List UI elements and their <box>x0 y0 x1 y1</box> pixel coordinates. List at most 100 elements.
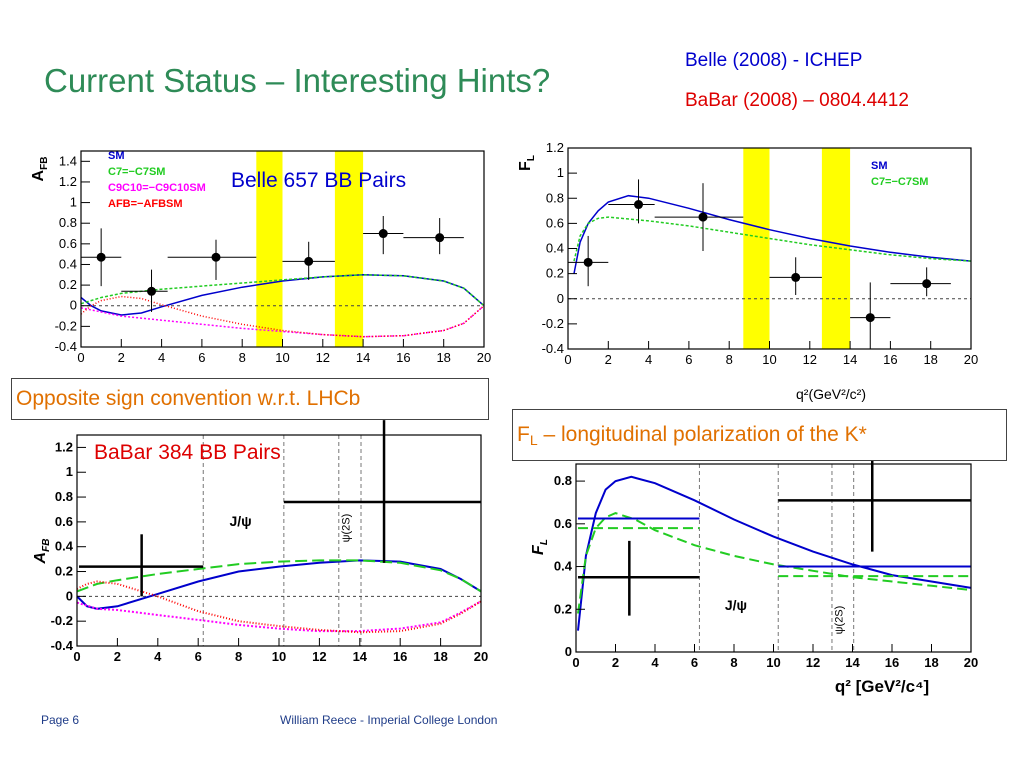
y-axis-label: FL <box>530 539 550 555</box>
belle-afb-panel: 0 2 4 6 8 10 12 14 16 18 20 -0.4 -0.2 0 0.2 0.4 0.6 0.8 1 1… <box>26 134 496 370</box>
y-tick-label: 0.2 <box>546 266 564 281</box>
babar-source: BaBar (2008) – 0804.4412 <box>685 90 909 111</box>
x-tick-label: 8 <box>239 350 246 365</box>
plot-frame <box>575 463 972 653</box>
x-tick-label: 10 <box>762 352 776 367</box>
y-tick-label: 0.6 <box>554 516 572 531</box>
x-tick-label: 4 <box>645 352 652 367</box>
y-axis-label: FL <box>517 155 537 171</box>
data-point <box>96 252 106 262</box>
theory-curve <box>577 512 972 614</box>
theory-curve <box>577 475 972 631</box>
x-tick-label: 14 <box>845 655 860 670</box>
x-tick-label: 8 <box>730 655 737 670</box>
legend-entry: C9C10=−C9C10SM <box>108 182 206 194</box>
x-tick-label: 0 <box>572 655 579 670</box>
x-tick-label: 12 <box>316 350 330 365</box>
data-point <box>435 233 445 243</box>
legend-entry: C7=−C7SM <box>871 176 928 188</box>
x-tick-label: 12 <box>806 655 820 670</box>
fl-description: – longitudinal polarization of the K* <box>537 423 867 446</box>
y-tick-label: 0.8 <box>59 215 77 230</box>
x-tick-label: 20 <box>964 655 978 670</box>
veto-band <box>334 151 364 347</box>
y-tick-label: -0.2 <box>51 613 73 628</box>
y-tick-label: 1 <box>66 464 73 479</box>
legend-entry: C7=−C7SM <box>108 166 165 178</box>
theory-curve <box>573 216 972 262</box>
y-tick-label: 0.6 <box>59 236 77 251</box>
x-tick-label: 16 <box>396 350 410 365</box>
x-tick-label: 10 <box>272 649 286 664</box>
y-tick-label: 0.8 <box>546 190 564 205</box>
x-tick-label: 6 <box>691 655 698 670</box>
x-tick-label: 14 <box>843 352 857 367</box>
x-tick-label: 10 <box>275 350 289 365</box>
legend-entry: SM <box>108 150 125 162</box>
y-tick-label: 0.4 <box>546 241 564 256</box>
theory-curve <box>80 274 485 307</box>
plot-frame <box>76 434 482 647</box>
x-tick-label: 0 <box>73 649 80 664</box>
x-tick-label: 12 <box>803 352 817 367</box>
x-tick-label: 2 <box>118 350 125 365</box>
x-tick-label: 8 <box>726 352 733 367</box>
theory-curve <box>76 559 482 593</box>
footer-page: Page 6 <box>41 713 80 727</box>
data-point <box>698 212 708 222</box>
y-tick-label: 1.2 <box>546 140 564 155</box>
theory-curve <box>76 580 482 634</box>
x-tick-label: 4 <box>158 350 165 365</box>
y-tick-label: -0.2 <box>55 318 77 333</box>
x-axis-label: q² [GeV²/c⁴] <box>835 677 929 696</box>
fl-subscript: L <box>529 432 538 448</box>
theory-curve <box>573 194 972 274</box>
x-tick-label: 18 <box>923 352 937 367</box>
belle-fl-chart: 0 2 4 6 8 10 12 14 16 18 20 -0.4 -0.2 0 0.2 0.4 0.6 0.8 1 1… <box>517 140 978 402</box>
y-axis-label: AFB <box>30 157 50 182</box>
sample-annotation: BaBar 384 BB Pairs <box>94 441 281 464</box>
data-point <box>211 252 221 262</box>
x-tick-label: 16 <box>883 352 897 367</box>
x-tick-label: 20 <box>474 649 488 664</box>
x-tick-label: 6 <box>195 649 202 664</box>
psi2s-region-label: ψ(2S) <box>834 606 846 635</box>
x-tick-label: 10 <box>766 655 780 670</box>
babar-fl-panel: 0 2 4 6 8 10 12 14 16 18 20 0 0.2 0.4 0.6 0.8 FL q² [GeV²… <box>522 452 992 698</box>
theory-curve <box>80 305 485 338</box>
psi2s-region-label: ψ(2S) <box>341 514 353 543</box>
x-tick-label: 2 <box>612 655 619 670</box>
y-tick-label: 0.2 <box>55 564 73 579</box>
y-tick-label: 1 <box>70 195 77 210</box>
data-point <box>304 256 314 266</box>
jpsi-region-label: J/ψ <box>725 597 747 613</box>
data-point <box>922 279 932 289</box>
y-tick-label: 1.2 <box>55 439 73 454</box>
y-tick-label: -0.4 <box>55 339 77 354</box>
belle-source: Belle (2008) - ICHEP <box>685 50 863 71</box>
y-tick-label: 1 <box>557 165 564 180</box>
data-point <box>583 257 593 267</box>
jpsi-region-label: J/ψ <box>230 513 252 529</box>
babar-afb-chart: 0 2 4 6 8 10 12 14 16 18 20 -0.4 -0.2 0 0.2 0.4 0.6 0.8 1 1… <box>32 420 488 664</box>
x-tick-label: 12 <box>312 649 326 664</box>
x-tick-label: 2 <box>605 352 612 367</box>
x-axis-label: q²(GeV²/c²) <box>796 386 866 402</box>
veto-band <box>743 148 770 349</box>
x-tick-label: 14 <box>353 649 368 664</box>
x-tick-label: 6 <box>198 350 205 365</box>
fl-definition-callout: FL – longitudinal polarization of the K* <box>512 409 1007 461</box>
y-tick-label: 0.8 <box>554 473 572 488</box>
y-tick-label: 0.4 <box>55 539 74 554</box>
belle-fl-panel: 0 2 4 6 8 10 12 14 16 18 20 -0.4 -0.2 0 0.2 0.4 0.6 0.8 1 1… <box>513 133 990 407</box>
x-tick-label: 8 <box>235 649 242 664</box>
x-tick-label: 4 <box>154 649 162 664</box>
y-tick-label: -0.2 <box>542 316 564 331</box>
legend-entry: SM <box>871 160 888 172</box>
data-point <box>634 200 644 210</box>
y-tick-label: 0 <box>565 644 572 659</box>
footer-author: William Reece - Imperial College London <box>280 713 498 727</box>
x-tick-label: 16 <box>885 655 899 670</box>
data-point <box>865 313 875 323</box>
x-tick-label: 18 <box>436 350 450 365</box>
